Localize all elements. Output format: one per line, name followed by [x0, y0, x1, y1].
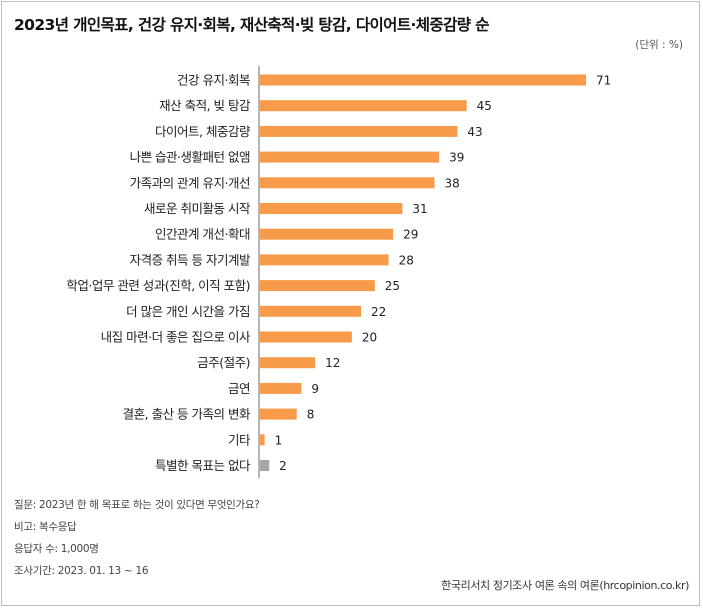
value-label: 22 [371, 305, 386, 319]
value-label: 39 [449, 151, 464, 165]
survey-period: 조사기간: 2023. 01. 13 ~ 16 [14, 565, 149, 577]
category-label: 가족과의 관계 유지·개선 [130, 175, 250, 190]
category-label: 자격증 취득 등 자기계발 [130, 252, 251, 267]
bar [260, 151, 440, 163]
bar [260, 382, 302, 394]
category-label: 나쁜 습관·생활패턴 없앰 [130, 150, 250, 165]
bar [260, 177, 435, 189]
value-label: 28 [399, 253, 414, 267]
value-label: 1 [275, 433, 283, 447]
category-label: 특별한 목표는 없다 [155, 458, 251, 473]
chart-title: 2023년 개인목표, 건강 유지·회복, 재산축적·빚 탕감, 다이어트·체중… [14, 16, 489, 34]
category-label: 건강 유지·회복 [177, 73, 250, 88]
bar [260, 460, 270, 471]
value-label: 71 [596, 74, 611, 88]
bar [260, 100, 467, 112]
value-label: 31 [412, 202, 427, 216]
category-label: 새로운 취미활동 시작 [144, 201, 251, 216]
value-label: 8 [307, 408, 315, 422]
value-label: 2 [279, 459, 287, 473]
bar [260, 125, 458, 137]
bar [260, 74, 586, 86]
respondent-count: 응답자 수: 1,000명 [14, 543, 99, 555]
category-label: 금주(절주) [197, 355, 250, 370]
category-label: 기타 [228, 432, 251, 447]
value-label: 29 [403, 228, 418, 242]
bar [260, 228, 394, 240]
value-label: 25 [385, 279, 400, 293]
value-label: 43 [467, 125, 482, 139]
bar [260, 280, 375, 292]
response-note: 비고: 복수응답 [14, 521, 77, 533]
category-label: 학업·업무 관련 성과(진학, 이직 포함) [66, 278, 250, 293]
survey-question: 질문: 2023년 한 해 목표로 하는 것이 있다면 무엇인가요? [14, 499, 260, 511]
bar [260, 203, 403, 214]
value-label: 12 [325, 356, 340, 370]
source-credit: 한국리서치 정기조사 여론 속의 여론(hrcopinion.co.kr) [441, 579, 689, 592]
value-label: 20 [362, 331, 377, 345]
bar [260, 357, 316, 369]
value-label: 38 [444, 176, 459, 190]
value-label: 45 [477, 99, 492, 113]
bar [260, 254, 389, 266]
bar [260, 434, 265, 446]
bar [260, 305, 362, 317]
bar [260, 331, 352, 343]
bar [260, 408, 297, 420]
unit-label: (단위 : %) [635, 39, 683, 51]
category-label: 더 많은 개인 시간을 가짐 [126, 304, 250, 319]
category-label: 인간관계 개선·확대 [155, 227, 250, 242]
category-label: 결혼, 출산 등 가족의 변화 [123, 407, 251, 422]
category-label: 내집 마련·더 좋은 집으로 이사 [101, 330, 251, 345]
category-label: 다이어트, 체중감량 [155, 124, 251, 139]
category-label: 금연 [228, 381, 250, 396]
value-label: 9 [311, 382, 319, 396]
category-label: 재산 축적, 빚 탕감 [159, 98, 251, 113]
